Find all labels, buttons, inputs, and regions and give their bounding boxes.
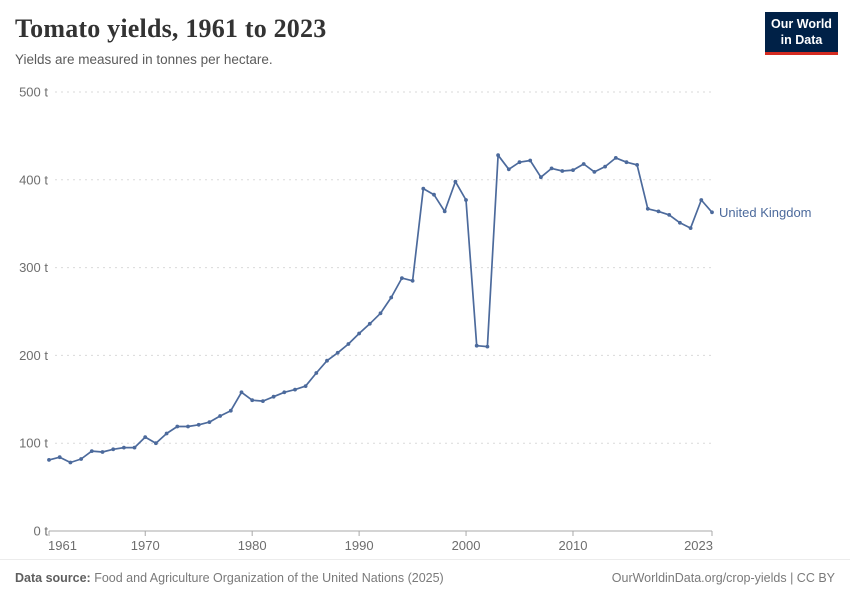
- x-axis-tick-label: 1961: [48, 538, 77, 553]
- data-source-note: Data source: Food and Agriculture Organi…: [15, 571, 444, 600]
- data-point-marker[interactable]: [688, 226, 693, 231]
- data-point-marker[interactable]: [592, 170, 597, 174]
- data-point-marker[interactable]: [175, 424, 180, 429]
- chart-subtitle: Yields are measured in tonnes per hectar…: [15, 52, 273, 67]
- data-point-marker[interactable]: [261, 399, 265, 403]
- data-point-marker[interactable]: [496, 153, 500, 158]
- data-point-marker[interactable]: [678, 220, 682, 225]
- data-point-marker[interactable]: [79, 457, 83, 461]
- data-point-marker[interactable]: [228, 408, 233, 413]
- data-point-marker[interactable]: [207, 420, 212, 424]
- data-point-marker[interactable]: [635, 163, 639, 167]
- data-point-marker[interactable]: [667, 213, 672, 217]
- data-point-marker[interactable]: [645, 206, 650, 211]
- data-point-marker[interactable]: [111, 447, 116, 452]
- chart-footer: Data source: Food and Agriculture Organi…: [0, 559, 850, 600]
- data-point-marker[interactable]: [271, 394, 276, 399]
- data-point-marker[interactable]: [250, 398, 255, 403]
- data-point-marker[interactable]: [539, 175, 543, 180]
- y-axis-tick-label: 400 t: [19, 172, 48, 187]
- owid-logo-line2: in Data: [780, 32, 823, 47]
- data-point-marker[interactable]: [410, 278, 415, 283]
- data-point-marker[interactable]: [314, 371, 319, 375]
- data-point-marker[interactable]: [710, 210, 714, 215]
- data-point-marker[interactable]: [143, 435, 148, 439]
- data-point-marker[interactable]: [357, 331, 361, 336]
- data-point-marker[interactable]: [421, 186, 426, 191]
- data-point-marker[interactable]: [613, 156, 618, 160]
- series-line[interactable]: [48, 154, 713, 464]
- data-point-marker[interactable]: [282, 390, 287, 395]
- data-point-marker[interactable]: [560, 169, 565, 173]
- y-axis-tick-label: 300 t: [19, 260, 48, 275]
- data-point-marker[interactable]: [122, 445, 126, 450]
- x-axis-tick-label: 1990: [345, 538, 374, 553]
- data-point-marker[interactable]: [367, 321, 372, 326]
- data-point-marker[interactable]: [196, 422, 201, 427]
- data-point-marker[interactable]: [89, 449, 94, 453]
- data-source-label: Data source:: [15, 571, 91, 585]
- data-point-marker[interactable]: [239, 390, 244, 395]
- y-axis-tick-label: 200 t: [19, 348, 48, 363]
- owid-logo-line1: Our World: [771, 17, 832, 31]
- attribution-link[interactable]: OurWorldinData.org/crop-yields | CC BY: [611, 571, 835, 585]
- x-axis-tick-label: 2000: [452, 538, 481, 553]
- data-point-marker[interactable]: [346, 342, 351, 346]
- x-axis-tick-label: 1970: [131, 538, 160, 553]
- data-point-marker[interactable]: [432, 192, 436, 197]
- data-point-marker[interactable]: [154, 441, 158, 446]
- data-point-marker[interactable]: [47, 458, 51, 462]
- data-point-marker[interactable]: [68, 460, 73, 465]
- data-point-marker[interactable]: [464, 198, 468, 202]
- data-point-marker[interactable]: [164, 431, 169, 436]
- page-title: Tomato yields, 1961 to 2023: [15, 14, 327, 43]
- data-point-marker[interactable]: [132, 445, 137, 450]
- data-point-marker[interactable]: [699, 198, 704, 202]
- data-point-marker[interactable]: [506, 167, 511, 172]
- data-point-marker[interactable]: [485, 344, 490, 349]
- y-axis-tick-label: 0 t: [34, 524, 49, 539]
- data-point-marker[interactable]: [571, 168, 575, 173]
- data-point-marker[interactable]: [335, 350, 340, 355]
- x-axis-tick-label: 1980: [238, 538, 267, 553]
- data-source-text: Food and Agriculture Organization of the…: [90, 571, 444, 585]
- owid-logo[interactable]: Our World in Data: [765, 12, 838, 56]
- data-point-marker[interactable]: [549, 166, 554, 171]
- data-point-marker[interactable]: [389, 295, 394, 300]
- y-axis-tick-label: 500 t: [19, 85, 48, 100]
- data-point-marker[interactable]: [378, 311, 383, 316]
- data-point-marker[interactable]: [581, 162, 586, 166]
- y-axis-tick-label: 100 t: [19, 436, 48, 451]
- data-point-marker[interactable]: [474, 343, 479, 348]
- data-point-marker[interactable]: [453, 179, 458, 184]
- x-axis-tick-label: 2023: [684, 538, 713, 553]
- data-point-marker[interactable]: [303, 384, 308, 388]
- data-point-marker[interactable]: [528, 158, 533, 163]
- data-point-marker[interactable]: [517, 160, 522, 165]
- data-point-marker[interactable]: [656, 209, 661, 214]
- series-entity-label[interactable]: United Kingdom: [719, 205, 812, 220]
- data-point-marker[interactable]: [100, 450, 105, 454]
- data-point-marker[interactable]: [325, 358, 329, 363]
- data-point-marker[interactable]: [218, 414, 223, 418]
- data-point-marker[interactable]: [293, 387, 297, 392]
- data-point-marker[interactable]: [442, 209, 447, 214]
- data-point-marker[interactable]: [603, 164, 607, 169]
- data-point-marker[interactable]: [186, 424, 190, 429]
- data-point-marker[interactable]: [400, 276, 404, 280]
- x-axis-tick-label: 2010: [559, 538, 588, 553]
- data-point-marker[interactable]: [624, 160, 629, 165]
- data-point-marker[interactable]: [57, 455, 62, 460]
